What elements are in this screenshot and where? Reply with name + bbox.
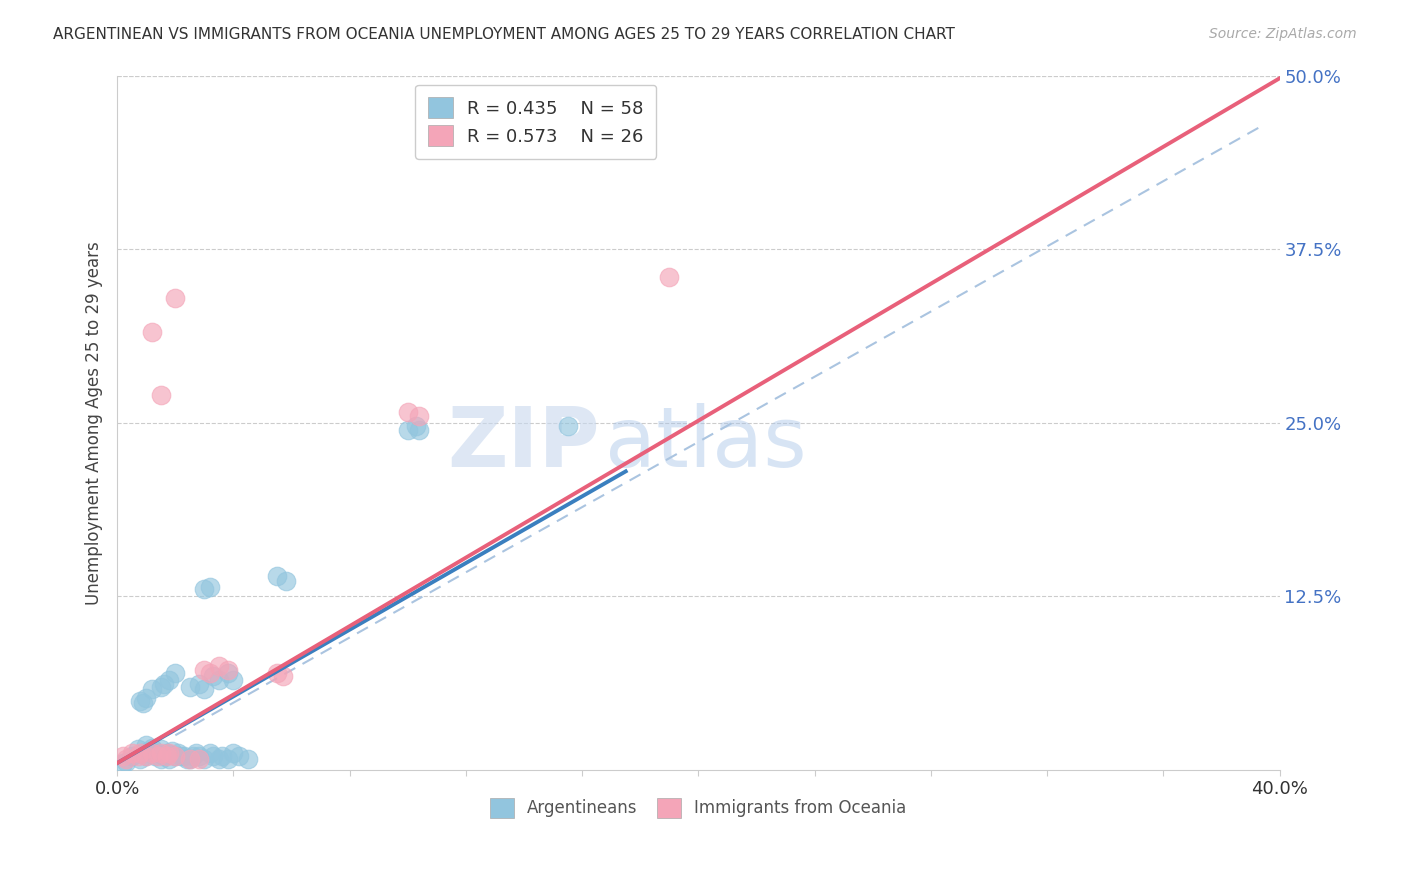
Point (146, 747, 169, 761)
Point (228, 749, 250, 764)
Text: ARGENTINEAN VS IMMIGRANTS FROM OCEANIA UNEMPLOYMENT AMONG AGES 25 TO 29 YEARS CO: ARGENTINEAN VS IMMIGRANTS FROM OCEANIA U… (53, 27, 955, 42)
Point (396, 404, 419, 418)
Point (187, 749, 209, 764)
Y-axis label: Unemployment Among Ages 25 to 29 years: Unemployment Among Ages 25 to 29 years (86, 241, 103, 605)
Point (141, 682, 163, 697)
Point (557, 418, 579, 433)
Point (135, 690, 157, 705)
Point (129, 752, 152, 766)
Point (135, 738, 157, 752)
Point (129, 693, 152, 707)
Point (405, 418, 427, 433)
Point (198, 665, 221, 680)
Point (165, 749, 187, 764)
Point (152, 749, 174, 764)
Point (217, 663, 239, 677)
Point (193, 752, 215, 766)
Point (141, 747, 163, 761)
Point (121, 747, 143, 761)
Point (217, 665, 239, 680)
Text: atlas: atlas (606, 403, 807, 484)
Point (159, 752, 181, 766)
Point (173, 749, 195, 764)
Point (127, 749, 149, 764)
Point (127, 742, 149, 756)
Point (165, 291, 187, 305)
Point (274, 574, 297, 588)
Point (111, 749, 134, 764)
Point (170, 749, 193, 764)
Point (184, 747, 207, 761)
Point (159, 747, 181, 761)
Point (658, 269, 681, 284)
Point (129, 747, 152, 761)
Point (121, 749, 143, 764)
Point (115, 755, 138, 769)
Point (162, 743, 184, 757)
Point (271, 668, 294, 682)
Point (222, 673, 245, 687)
Point (135, 749, 157, 764)
Legend: Argentineans, Immigrants from Oceania: Argentineans, Immigrants from Oceania (484, 791, 912, 824)
Point (408, 409, 430, 423)
Point (115, 752, 138, 766)
Point (396, 423, 419, 437)
Point (149, 388, 172, 402)
Point (208, 752, 231, 766)
Point (208, 673, 231, 687)
Point (149, 752, 172, 766)
Point (198, 580, 221, 594)
Point (266, 665, 288, 680)
Text: ZIP: ZIP (447, 403, 599, 484)
Point (179, 752, 201, 766)
Point (155, 749, 177, 764)
Point (159, 673, 181, 687)
Point (198, 747, 221, 761)
Point (408, 423, 430, 437)
Point (132, 747, 155, 761)
Point (211, 749, 233, 764)
Point (193, 682, 215, 697)
Point (222, 747, 245, 761)
Point (193, 663, 215, 677)
Point (179, 752, 201, 766)
Point (165, 749, 187, 764)
Point (165, 665, 187, 680)
Point (141, 740, 163, 755)
Point (132, 696, 155, 710)
Point (152, 677, 174, 691)
Text: Source: ZipAtlas.com: Source: ZipAtlas.com (1209, 27, 1357, 41)
Point (208, 658, 231, 673)
Point (146, 749, 169, 764)
Point (141, 326, 163, 340)
Point (179, 680, 201, 694)
Point (149, 747, 172, 761)
Point (135, 749, 157, 764)
Point (217, 752, 239, 766)
Point (176, 752, 198, 766)
Point (181, 749, 204, 764)
Point (236, 752, 259, 766)
Point (187, 677, 209, 691)
Point (266, 568, 288, 582)
Point (187, 752, 209, 766)
Point (167, 747, 190, 761)
Point (138, 743, 160, 757)
Point (143, 749, 166, 764)
Point (111, 756, 134, 770)
Point (193, 582, 215, 597)
Point (155, 747, 177, 761)
Point (202, 668, 225, 682)
Point (202, 749, 225, 764)
Point (149, 742, 172, 756)
Point (149, 680, 172, 694)
